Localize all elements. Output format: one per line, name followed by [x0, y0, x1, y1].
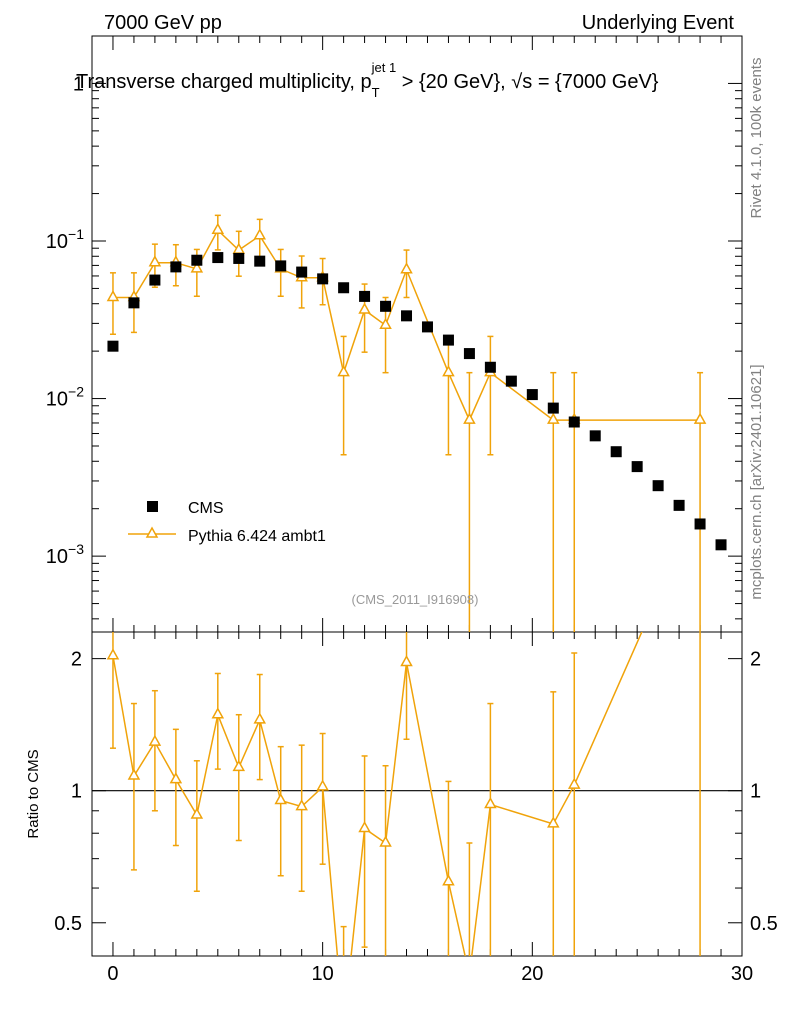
mc-marker-ratio [106, 648, 120, 660]
ratio-ylabel: Ratio to CMS [25, 749, 42, 838]
legend-mc-label: Pythia 6.424 ambt1 [188, 528, 326, 545]
mc-marker-ratio [442, 874, 455, 886]
y-tick-label-ratio-right: 2 [750, 649, 761, 671]
cms-marker [359, 290, 371, 302]
y-tick-label-main: 10−2 [46, 384, 84, 411]
cms-marker [652, 480, 664, 492]
mc-marker-main [400, 262, 413, 274]
y-tick-label-main: 1 [73, 73, 84, 95]
mc-marker-main [379, 317, 392, 329]
mc-marker-ratio [484, 796, 497, 809]
cms-marker [380, 300, 392, 312]
mc-marker-main [190, 261, 204, 273]
mc-marker-main [106, 289, 120, 302]
y-tick-label-main: 10−3 [46, 541, 84, 568]
cms-marker [526, 389, 538, 401]
ratio-axis-ticks: 0.5 0.5 1 1 2 2 [54, 649, 778, 935]
mc-marker-ratio [211, 707, 225, 719]
mc-marker-main [442, 365, 455, 377]
mc-marker-main [148, 255, 162, 267]
x-tick-label: 20 [521, 963, 543, 985]
cms-series-main [107, 252, 727, 551]
x-tick-label: 10 [312, 963, 334, 985]
x-tick-label: 30 [731, 963, 753, 985]
mc-marker-ratio [400, 654, 413, 667]
mc-marker-main [358, 302, 371, 314]
cms-marker [170, 261, 182, 273]
legend-cms-label: CMS [188, 500, 224, 517]
legend-mc-marker [145, 526, 159, 538]
mc-marker-main [693, 412, 707, 424]
y-tick-label-ratio-right: 1 [750, 781, 761, 803]
cms-marker [107, 340, 119, 352]
plot-title: Transverse charged multiplicity, pTjet 1… [76, 60, 659, 100]
mc-marker-ratio [253, 712, 267, 724]
cms-marker [631, 461, 643, 473]
legend: CMS Pythia 6.424 ambt1 [128, 500, 326, 545]
y-tick-label-ratio-right: 0.5 [750, 913, 778, 935]
cms-marker [673, 499, 685, 511]
cms-marker [149, 274, 161, 286]
cms-marker [694, 518, 706, 530]
cms-marker [296, 266, 308, 278]
mc-marker-ratio [358, 820, 371, 833]
cms-marker [233, 252, 245, 264]
mc-line-ratio [112, 632, 643, 956]
mc-marker-ratio [232, 759, 246, 772]
cms-marker [610, 446, 622, 458]
mc-marker-ratio [127, 768, 141, 780]
cms-marker [715, 539, 727, 551]
mc-marker-ratio [274, 792, 287, 805]
mcplots-label: mcplots.cern.ch [arXiv:2401.10621] [748, 364, 765, 599]
mc-marker-main [547, 412, 560, 424]
mc-marker-ratio [190, 807, 204, 819]
analysis-id: (CMS_2011_I916908) [352, 592, 479, 607]
ratio-clip-group [106, 632, 701, 956]
mc-marker-main [463, 412, 476, 424]
mc-series-main [106, 214, 707, 632]
y-tick-label-main: 10−1 [46, 226, 84, 253]
mc-marker-ratio [316, 779, 329, 791]
cms-marker [547, 402, 559, 414]
mc-marker-ratio [547, 816, 560, 828]
mc-marker-main [211, 222, 225, 235]
mc-marker-main [337, 365, 350, 377]
cms-marker [505, 375, 517, 387]
legend-cms-marker [147, 501, 158, 512]
cms-marker [401, 310, 413, 322]
cms-marker [338, 282, 350, 294]
cms-marker [191, 254, 203, 266]
cms-marker [484, 361, 496, 373]
mc-marker-ratio [169, 772, 183, 784]
cms-marker [128, 297, 140, 309]
y-tick-label-ratio: 2 [71, 649, 82, 671]
cms-marker [589, 430, 601, 442]
cms-marker [254, 255, 266, 267]
main-axis-ticks: 1 10−1 10−2 10−3 [46, 35, 742, 620]
mc-series-ratio [106, 632, 701, 956]
cms-marker [421, 321, 433, 333]
rivet-label: Rivet 4.1.0, 100k events [748, 58, 765, 219]
header-right: Underlying Event [582, 12, 735, 34]
mc-marker-ratio [379, 835, 392, 847]
ratio-panel-frame [91, 631, 743, 957]
y-tick-label-ratio: 1 [71, 781, 82, 803]
cms-marker [275, 260, 287, 272]
y-tick-label-ratio: 0.5 [54, 913, 82, 935]
cms-marker [317, 273, 329, 285]
cms-marker [568, 416, 580, 428]
header-left: 7000 GeV pp [104, 12, 222, 34]
cms-marker [463, 348, 475, 360]
mc-marker-main [253, 228, 267, 240]
cms-marker [212, 252, 224, 264]
x-tick-label: 0 [107, 963, 118, 985]
mc-marker-ratio [567, 777, 581, 789]
cms-marker [442, 334, 454, 346]
mc-marker-ratio [295, 799, 308, 811]
mc-marker-ratio [148, 734, 162, 746]
